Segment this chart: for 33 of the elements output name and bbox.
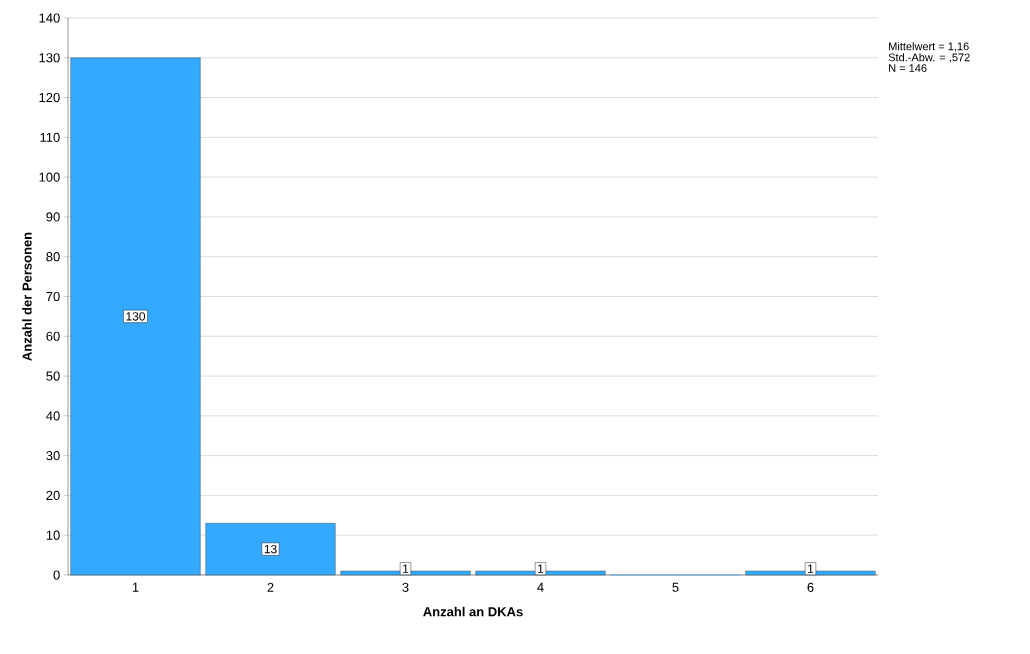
text: N = 146 <box>889 64 927 72</box>
x-tick-label: 5 <box>672 582 679 592</box>
data-label: 13 <box>264 544 277 554</box>
y-tick-label: 30 <box>46 451 60 461</box>
x-tick-label: 4 <box>537 582 544 592</box>
y-tick-label: 20 <box>46 490 60 501</box>
y-tick-label: 140 <box>39 13 60 23</box>
x-tick-label: 2 <box>267 582 274 592</box>
y-tick-label: 120 <box>39 92 60 103</box>
y-tick-label: 60 <box>46 331 60 341</box>
y-tick-label: 10 <box>46 530 60 540</box>
y-tick-label: 40 <box>46 411 60 421</box>
bar <box>205 523 336 576</box>
x-tick-label: 1 <box>132 582 139 592</box>
data-label: 1 <box>538 564 544 573</box>
y-tick-label: 80 <box>46 252 60 262</box>
y-tick-label: 70 <box>46 291 60 302</box>
x-tick-label: 3 <box>402 582 409 592</box>
x-tick-label: 6 <box>807 582 814 592</box>
bar <box>70 57 201 576</box>
y-tick-label: 0 <box>53 570 60 580</box>
y-tick-label: 110 <box>40 132 60 142</box>
text: Mittelwert = 1,16 <box>889 42 969 52</box>
data-label: 1 <box>403 564 409 573</box>
y-tick-label: 100 <box>39 172 60 182</box>
data-label: 130 <box>126 312 146 321</box>
text: Std.-Abw. = ,572 <box>888 53 970 63</box>
y-tick-label: 90 <box>46 212 60 222</box>
y-tick-label: 130 <box>39 53 60 63</box>
y-axis-title: Anzahl der Personen <box>22 232 32 361</box>
x-axis-title: Anzahl an DKAs <box>423 606 523 617</box>
y-tick-label: 50 <box>46 371 60 381</box>
data-label: 1 <box>808 564 814 573</box>
